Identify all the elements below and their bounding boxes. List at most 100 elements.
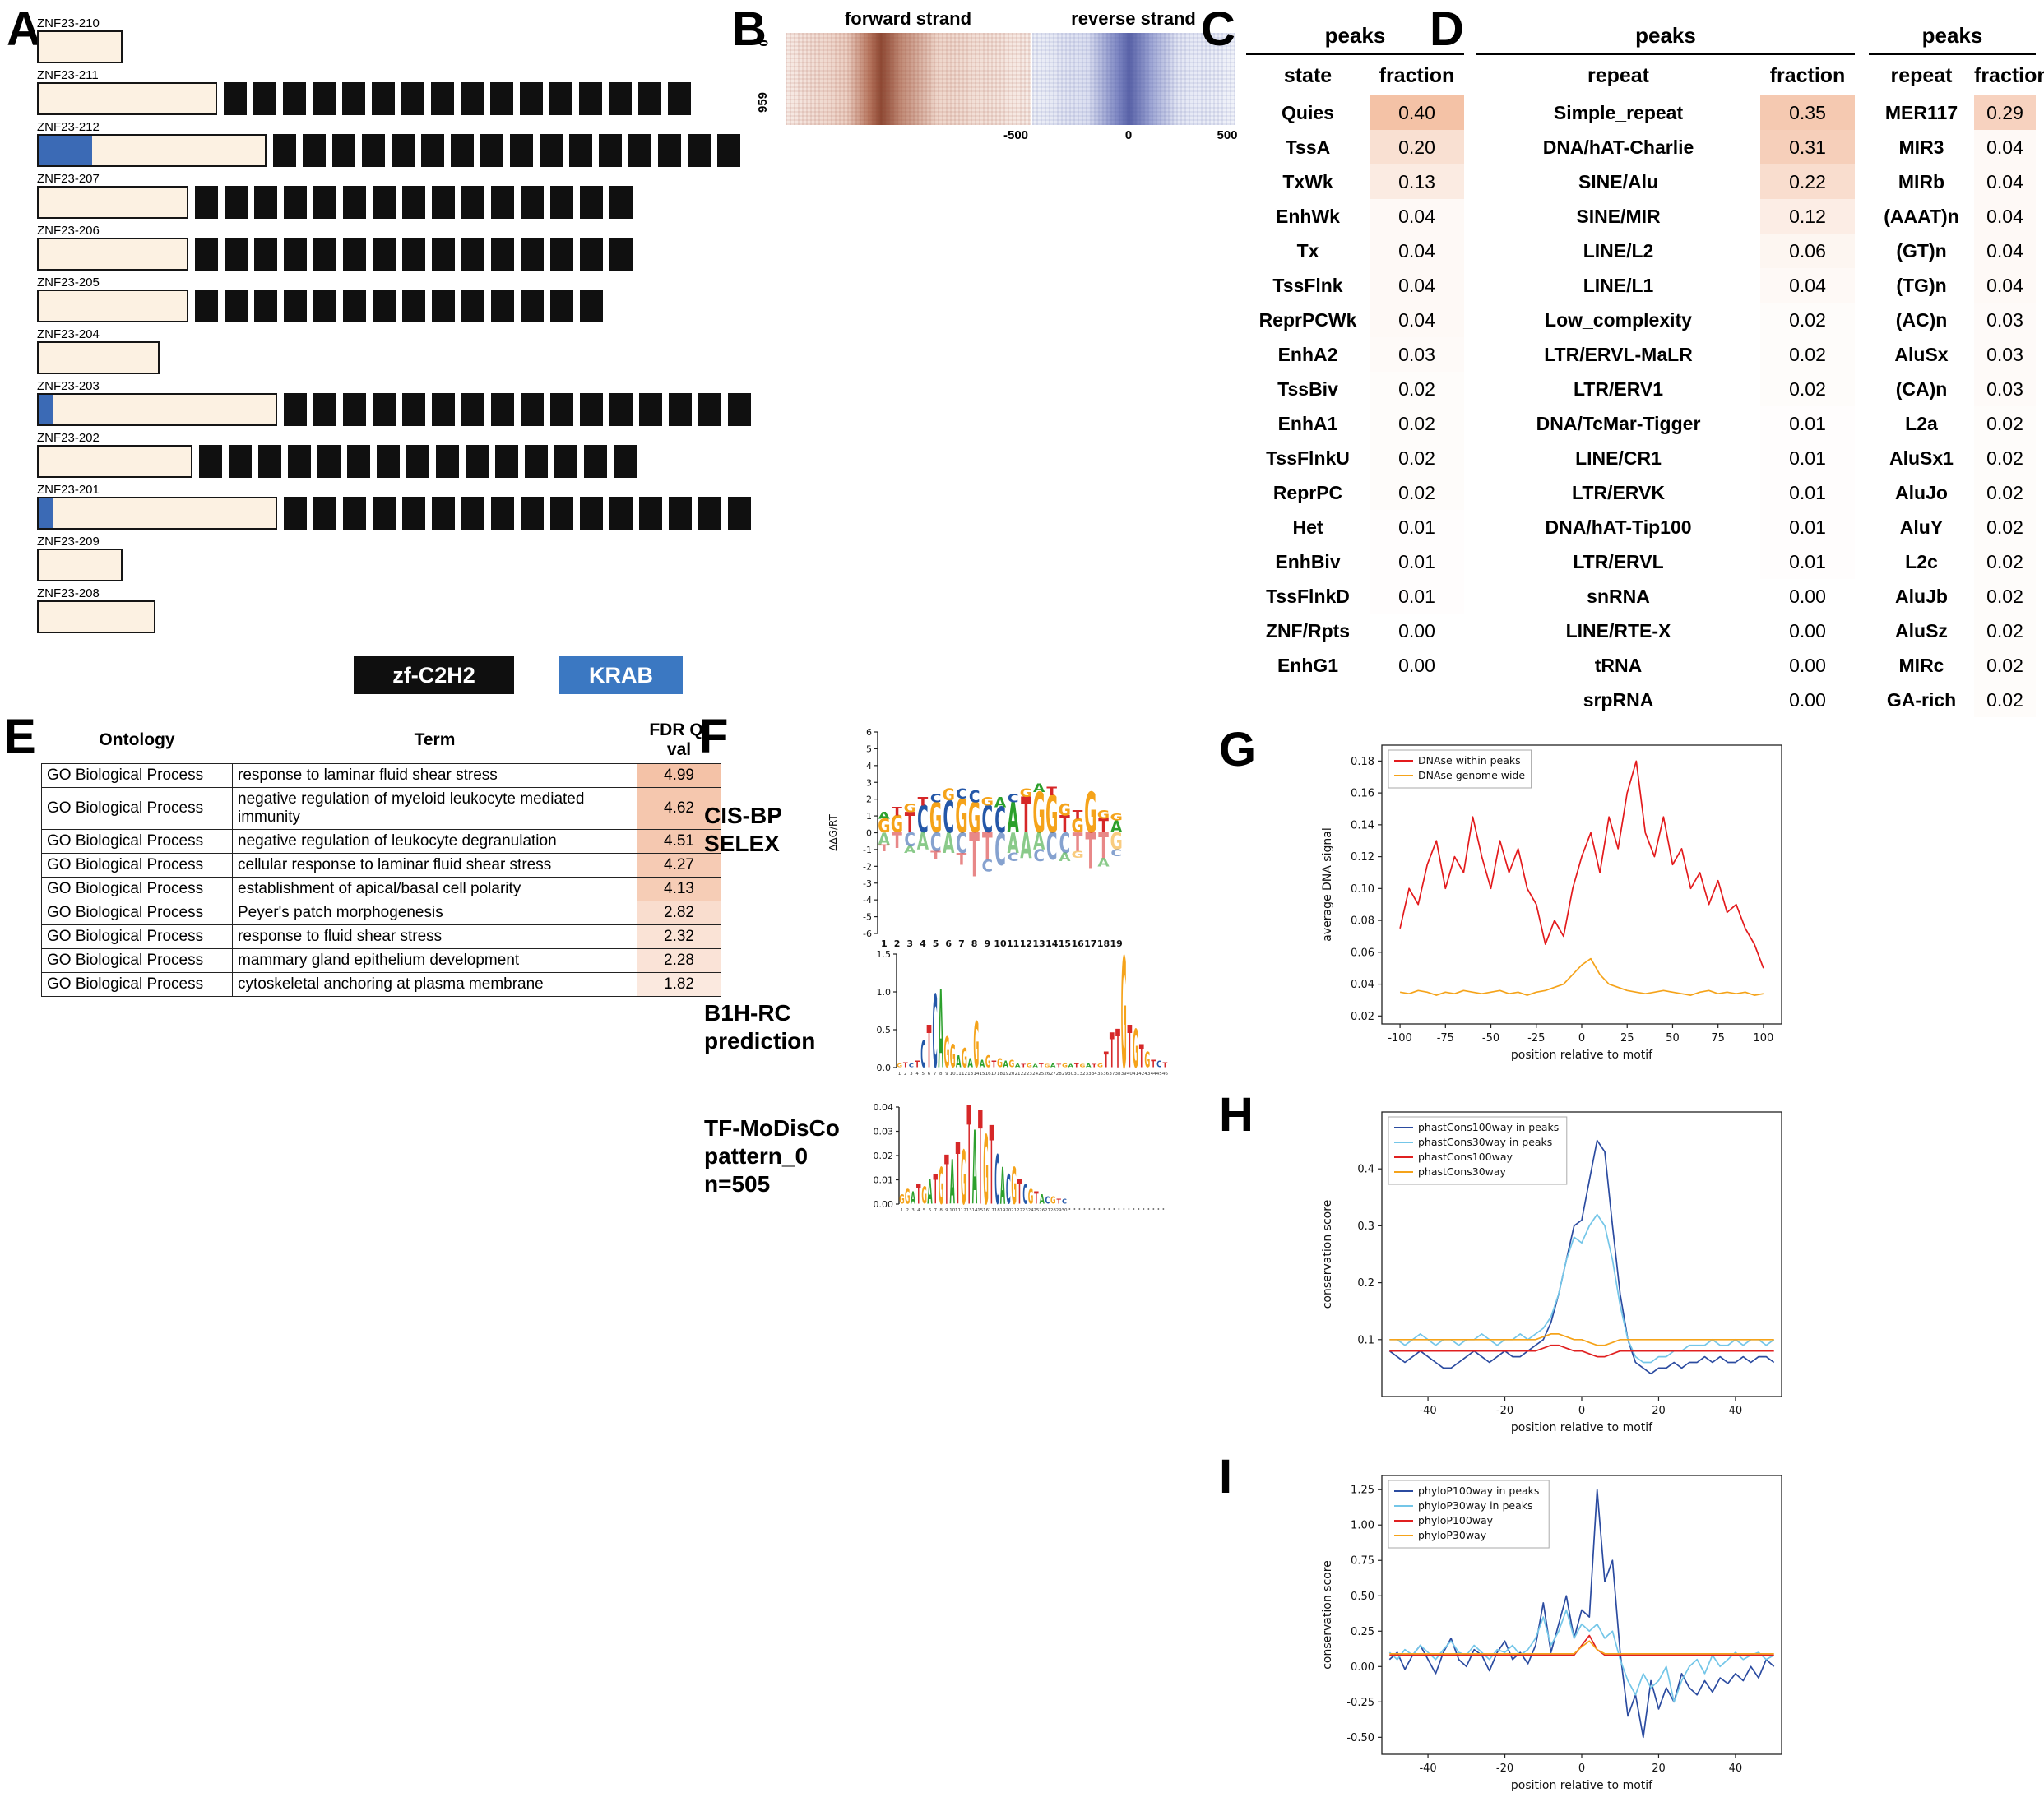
y-tick-label: 0.00 bbox=[1351, 1661, 1374, 1674]
zf-c2h2-domain bbox=[195, 186, 218, 219]
zf-c2h2-domain bbox=[313, 497, 336, 530]
zf-c2h2-domain bbox=[520, 82, 543, 115]
logo-letter-T: T bbox=[990, 1104, 994, 1229]
x-tick-number: 46 bbox=[1162, 1072, 1168, 1077]
legend-label: phastCons30way bbox=[1418, 1165, 1507, 1178]
row-name-cell: GA-rich bbox=[1886, 689, 1957, 711]
x-tick-number: 11 bbox=[956, 1072, 962, 1077]
zf-c2h2-domain bbox=[698, 393, 721, 426]
trail-dot bbox=[1162, 1208, 1165, 1210]
krab-domain bbox=[39, 498, 53, 528]
logo-letter-T: T bbox=[1034, 1188, 1039, 1208]
trail-dot bbox=[1152, 1208, 1155, 1210]
trail-dot bbox=[1078, 1208, 1081, 1210]
fraction-cell: 0.01 bbox=[1789, 551, 1826, 572]
zf-c2h2-domain bbox=[313, 290, 336, 322]
zf-c2h2-domain bbox=[521, 238, 544, 271]
row-name-cell: SINE/MIR bbox=[1576, 206, 1661, 227]
gene-structure bbox=[37, 445, 751, 478]
row-name-cell: (GT)n bbox=[1896, 240, 1947, 262]
fraction-cell: 0.04 bbox=[1974, 130, 2036, 164]
logo-letter-A: A bbox=[1008, 794, 1019, 843]
zf-c2h2-domain bbox=[569, 134, 592, 167]
logo-letter-G: G bbox=[1059, 800, 1071, 820]
zf-c2h2-domain bbox=[431, 82, 454, 115]
term-cell: establishment of apical/basal cell polar… bbox=[232, 877, 637, 901]
series-phastCons30way bbox=[1389, 1333, 1774, 1346]
logo-letter-T: T bbox=[903, 1062, 908, 1069]
gene-body bbox=[37, 341, 160, 374]
fraction-cell: 0.04 bbox=[1370, 234, 1464, 268]
fdr-qval-cell: 4.13 bbox=[637, 877, 721, 901]
row-name-cell: LINE/L2 bbox=[1583, 240, 1654, 262]
logo-letter-T: T bbox=[1056, 1063, 1061, 1068]
zf-c2h2-domain bbox=[372, 82, 395, 115]
logo-letter-T: T bbox=[1056, 1197, 1061, 1205]
x-tick-number: 35 bbox=[1097, 1072, 1103, 1077]
fraction-cell: 0.04 bbox=[1370, 268, 1464, 303]
zf-c2h2-domain bbox=[639, 393, 662, 426]
zf-c2h2-domain bbox=[225, 238, 248, 271]
zf-c2h2-domain bbox=[402, 238, 425, 271]
repeat-family-table: peaks repeat fraction MER117 0.29 MIR3 0.04 MIR… bbox=[1869, 23, 2044, 717]
gene-ZNF23-210: ZNF23-210 bbox=[37, 16, 751, 68]
table-row: GO Biological Process negative regulation… bbox=[41, 787, 721, 830]
logo-letter-A: A bbox=[967, 1056, 973, 1070]
logo-letter-A: A bbox=[878, 829, 890, 849]
gene-name-label: ZNF23-210 bbox=[37, 16, 100, 30]
dnase-signal-chart: -100 -75 -50 -25 0 25 50 75 100 0.02 0.04 0.06 0.08 0… bbox=[1316, 734, 1793, 1071]
gene-structure bbox=[37, 549, 751, 581]
legend-label: phyloP30way bbox=[1418, 1529, 1487, 1541]
row-name-cell: Low_complexity bbox=[1545, 309, 1692, 331]
x-tick-number: 40 bbox=[1127, 1072, 1133, 1077]
logo-letter-A: A bbox=[1015, 1063, 1021, 1069]
zf-c2h2-domain bbox=[491, 238, 514, 271]
gene-body bbox=[37, 393, 277, 426]
logo-letter-G: G bbox=[981, 794, 994, 808]
y-axis-title: average DNA signal bbox=[1321, 827, 1334, 941]
zf-c2h2-domain bbox=[490, 82, 513, 115]
series-DNAse-genome-wide bbox=[1399, 957, 1764, 996]
x-tick-number: 31 bbox=[1073, 1072, 1079, 1077]
logo-letter-A: A bbox=[1033, 781, 1045, 794]
y-tick-label: -3 bbox=[863, 878, 872, 889]
x-tick-number: 30 bbox=[1061, 1208, 1067, 1213]
fraction-cell: 0.02 bbox=[1370, 406, 1464, 441]
zf-c2h2-domain bbox=[229, 445, 252, 478]
y-tick-label: 0.03 bbox=[874, 1127, 894, 1137]
zf-c2h2-domain bbox=[491, 393, 514, 426]
term-cell: cytoskeletal anchoring at plasma membran… bbox=[232, 972, 637, 997]
gene-backbone bbox=[39, 343, 158, 373]
logo-letter-C: C bbox=[994, 825, 1006, 876]
logo-letter-G: G bbox=[1072, 815, 1084, 836]
row-name-cell: L2c bbox=[1905, 551, 1938, 572]
fraction-cell: 0.31 bbox=[1760, 130, 1855, 164]
tfmodisco-label-line3: n=505 bbox=[704, 1171, 771, 1197]
row-name-cell: LINE/RTE-X bbox=[1565, 620, 1671, 642]
x-tick-label: 15 bbox=[1059, 938, 1071, 949]
zf-c2h2-legend-box: zf-C2H2 bbox=[354, 656, 514, 694]
gene-structure bbox=[37, 600, 751, 633]
gene-ZNF23-202: ZNF23-202 bbox=[37, 431, 751, 483]
fraction-cell: 0.00 bbox=[1789, 655, 1826, 676]
x-tick-label: 11 bbox=[1007, 938, 1019, 949]
x-tick-number: 26 bbox=[1039, 1208, 1045, 1213]
fraction-cell: 0.02 bbox=[1974, 510, 2036, 544]
series-phastCons30way-in-peaks bbox=[1389, 1213, 1775, 1364]
zf-c2h2-domain bbox=[669, 393, 692, 426]
trail-dot bbox=[1133, 1208, 1135, 1210]
logo-letter-G: G bbox=[1080, 1063, 1086, 1068]
logo-letter-T: T bbox=[992, 1060, 997, 1070]
gene-name-label: ZNF23-212 bbox=[37, 120, 100, 134]
gene-name-label: ZNF23-202 bbox=[37, 431, 100, 445]
y-tick-label: -1 bbox=[863, 845, 872, 855]
y-tick-label: 0.12 bbox=[1351, 851, 1374, 864]
zf-c2h2-domain bbox=[491, 497, 514, 530]
row-name-cell: ReprPCWk bbox=[1258, 309, 1357, 331]
x-tick-label: -50 bbox=[1482, 1032, 1499, 1045]
row-name-cell: LTR/ERV1 bbox=[1573, 378, 1664, 400]
ontology-cell: GO Biological Process bbox=[41, 972, 233, 997]
logo-letter-C: C bbox=[1156, 1060, 1161, 1070]
zf-c2h2-domain bbox=[288, 445, 311, 478]
gene-name-label: ZNF23-204 bbox=[37, 327, 100, 341]
